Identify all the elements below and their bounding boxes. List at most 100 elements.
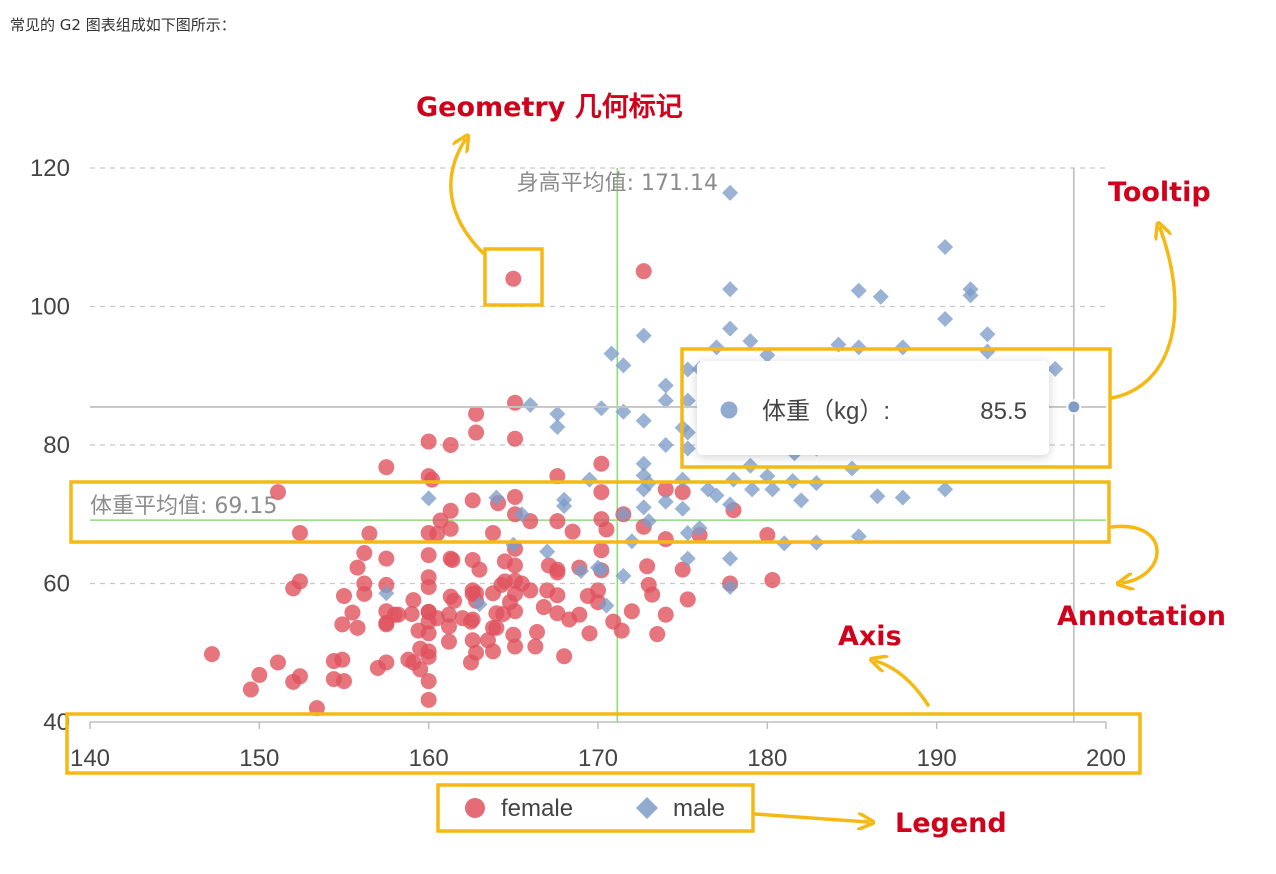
female-point <box>442 502 459 519</box>
female-point <box>420 643 437 660</box>
axis-callout-label: Axis <box>838 621 902 652</box>
male-point <box>679 550 696 567</box>
female-point <box>485 643 502 660</box>
male-point <box>674 471 691 488</box>
male-point <box>869 488 886 505</box>
male-point <box>657 437 674 453</box>
male-point <box>635 499 652 516</box>
female-point <box>349 559 366 576</box>
y-tick-label: 80 <box>43 432 70 459</box>
female-point <box>507 430 524 447</box>
male-point <box>937 238 954 255</box>
female-point <box>598 521 615 538</box>
female-point <box>556 648 573 665</box>
male-point <box>539 543 556 560</box>
female-point <box>334 651 351 668</box>
tooltip-active-point <box>1066 399 1082 415</box>
male-point <box>742 333 759 350</box>
female-point <box>549 468 566 485</box>
female-point <box>420 547 437 564</box>
weight-mean-label: 体重平均值: 69.15 <box>90 494 277 519</box>
female-point <box>378 654 395 671</box>
male-point <box>979 326 996 343</box>
female-point <box>505 270 522 287</box>
female-point <box>613 622 630 639</box>
female-point <box>291 524 308 541</box>
male-point <box>679 524 696 541</box>
female-point <box>442 437 459 453</box>
male-point <box>894 489 911 506</box>
male-point <box>937 481 954 498</box>
male-point <box>640 513 657 530</box>
male-point <box>793 492 810 509</box>
x-tick-label: 140 <box>70 745 110 772</box>
female-point <box>440 633 457 650</box>
female-point <box>420 569 437 586</box>
male-point <box>722 184 739 201</box>
female-point <box>522 582 539 599</box>
female-point <box>336 587 352 604</box>
x-tick-label: 150 <box>239 745 279 772</box>
legend-male-marker[interactable] <box>636 797 658 819</box>
male-point <box>513 506 530 523</box>
x-tick-label: 170 <box>578 745 618 772</box>
tooltip-callout-label: Tooltip <box>1108 177 1211 208</box>
tooltip-label: 体重（kg）: <box>762 398 890 425</box>
female-point <box>635 263 652 280</box>
female-point <box>291 668 308 685</box>
male-point <box>722 281 739 298</box>
x-tick-label: 200 <box>1086 745 1126 772</box>
female-point <box>269 654 286 671</box>
tooltip-arrow <box>1110 228 1177 400</box>
legend[interactable]: female male <box>465 795 725 822</box>
male-point <box>420 490 437 507</box>
legend-male-label: male <box>673 795 725 822</box>
male-point <box>522 396 539 413</box>
male-point <box>581 471 598 488</box>
female-point <box>420 433 437 450</box>
female-point <box>412 661 429 678</box>
female-point <box>639 558 656 575</box>
annotation-box <box>69 480 1111 544</box>
female-point <box>657 531 674 548</box>
x-tick-label: 180 <box>747 745 787 772</box>
tooltip-marker <box>720 401 738 419</box>
female-point <box>420 625 437 642</box>
legend-female-label: female <box>501 795 573 822</box>
female-point <box>444 551 461 568</box>
female-point <box>269 484 286 501</box>
annotation-arrow <box>1110 524 1159 583</box>
female-point <box>674 484 691 501</box>
female-point <box>403 605 420 622</box>
female-point <box>356 585 373 602</box>
legend-female-marker[interactable] <box>465 798 485 818</box>
female-point <box>674 561 691 578</box>
female-point <box>764 572 781 589</box>
female-point <box>464 492 481 509</box>
male-point <box>488 489 505 506</box>
male-point <box>674 500 691 517</box>
geometry-arrow <box>449 140 485 255</box>
female-point <box>549 513 566 530</box>
female-point <box>442 520 459 537</box>
male-point <box>979 343 996 360</box>
female-point <box>344 604 361 621</box>
male-point <box>635 327 652 344</box>
legend-arrow <box>753 812 868 822</box>
female-point <box>505 626 522 643</box>
female-point <box>759 527 776 544</box>
female-point <box>644 586 661 603</box>
female-point <box>361 525 378 542</box>
female-point <box>549 605 566 622</box>
male-point <box>850 282 867 299</box>
female-point <box>308 700 325 717</box>
female-point <box>485 524 502 541</box>
male-point <box>615 506 632 523</box>
male-point <box>593 561 610 578</box>
female-point <box>593 455 610 472</box>
female-point <box>291 573 308 590</box>
male-point <box>722 578 739 595</box>
female-point <box>424 471 441 488</box>
female-point <box>657 481 674 498</box>
y-tick-label: 100 <box>30 294 70 321</box>
